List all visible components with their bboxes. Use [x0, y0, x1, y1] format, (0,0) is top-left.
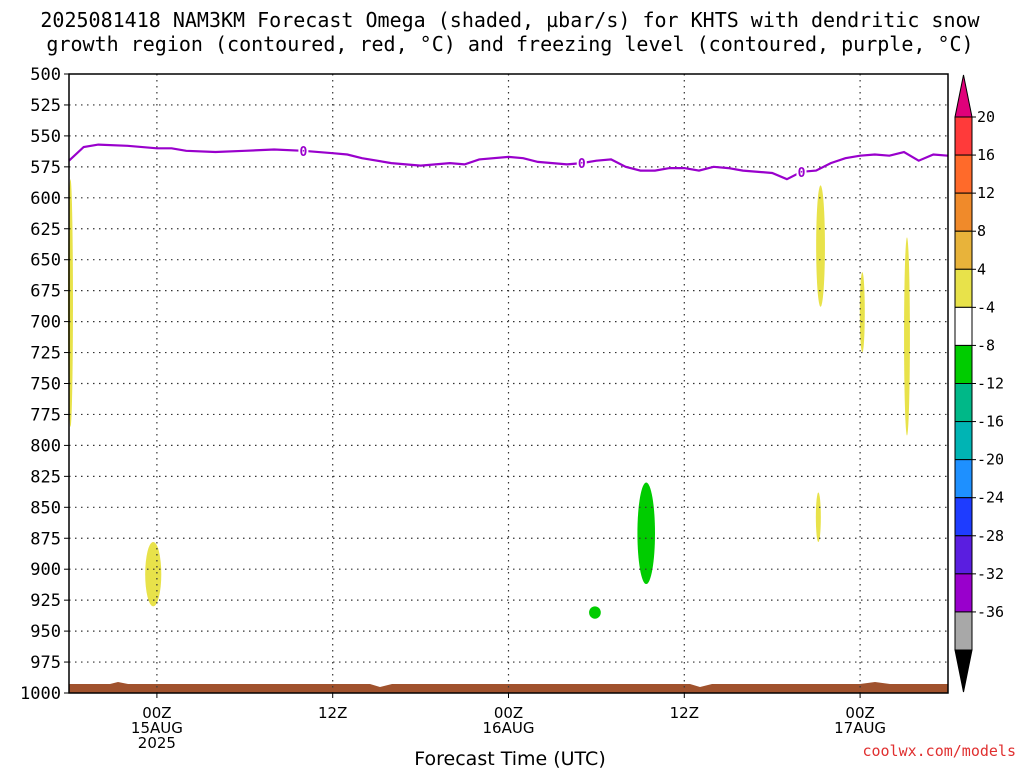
chart-title-line1: 2025081418 NAM3KM Forecast Omega (shaded…: [40, 8, 980, 32]
colorbar-label: 20: [977, 108, 995, 126]
colorbar-cell: [954, 497, 973, 537]
freezing-label-bg: [576, 156, 587, 170]
omega-region-7: [589, 606, 601, 619]
colorbar-cell: [954, 421, 973, 461]
chart-title-line2: growth region (contoured, red, °C) and f…: [46, 32, 973, 56]
x-tick-label: 15AUG: [131, 719, 183, 737]
colorbar-cell: [954, 268, 973, 308]
colorbar: 20 16 12 8 4 -4 -8 -12 -16 -20 -24 -28 -32 -36: [954, 74, 1004, 693]
x-tick-label: 00Z: [494, 704, 523, 722]
y-tick-label: 625: [30, 220, 61, 240]
x-tick-label: 2025: [138, 734, 176, 752]
x-tick-label: 16AUG: [483, 719, 535, 737]
colorbar-cell: [954, 192, 973, 232]
colorbar-cell: [954, 573, 973, 613]
colorbar-label: -8: [977, 336, 995, 354]
colorbar-label: -28: [977, 527, 1004, 545]
colorbar-bottom-arrow: [954, 649, 973, 693]
colorbar-label: -24: [977, 489, 1004, 507]
colorbar-cell: [954, 154, 973, 194]
plot-frame: [68, 73, 949, 694]
y-tick-label: 500: [30, 65, 61, 85]
omega-region-2: [816, 185, 825, 307]
freezing-label-bg: [298, 143, 309, 157]
freezing-level-label: 0: [798, 166, 806, 181]
y-tick-label: 550: [30, 127, 61, 147]
colorbar-cell: [954, 230, 973, 270]
omega-region-1: [145, 541, 162, 607]
omega-region-6: [637, 482, 656, 585]
y-tick-label: 600: [30, 189, 61, 209]
y-tick-label: 750: [30, 375, 61, 395]
colorbar-cell: [954, 459, 973, 499]
colorbar-top-arrow: [954, 74, 973, 118]
y-tick-label: 725: [30, 344, 61, 364]
freezing-level-label: 0: [578, 157, 586, 172]
x-axis-title: Forecast Time (UTC): [414, 748, 605, 768]
y-tick-label: 525: [30, 96, 61, 116]
colorbar-label: -4: [977, 298, 995, 316]
x-tick-label: 17AUG: [834, 719, 886, 737]
omega-region-3: [859, 272, 865, 353]
colorbar-cell: [954, 306, 973, 346]
x-tick-label: 12Z: [670, 704, 699, 722]
colorbar-cell: [954, 535, 973, 575]
plot-area: 500 525 550 575 600 625 650 675 700 725 750 775 800 8…: [20, 65, 949, 752]
freezing-level-line: [68, 143, 949, 181]
colorbar-label: 16: [977, 146, 995, 164]
y-tick-label: 900: [30, 560, 61, 580]
colorbar-label: 12: [977, 184, 995, 202]
y-tick-label: 650: [30, 251, 61, 271]
credit-link[interactable]: coolwx.com/models: [862, 742, 1016, 760]
y-tick-label: 975: [30, 653, 61, 673]
y-tick-label: 950: [30, 622, 61, 642]
y-tick-label: 775: [30, 405, 61, 425]
colorbar-cell: [954, 383, 973, 423]
colorbar-cell: [954, 116, 973, 156]
y-tick-label: 700: [30, 313, 61, 333]
freezing-level-label: 0: [299, 145, 307, 160]
omega-region-4: [904, 237, 910, 436]
colorbar-label: 4: [977, 260, 986, 278]
x-tick-label: 00Z: [845, 704, 874, 722]
y-tick-label: 1000: [20, 684, 61, 704]
y-tick-label: 925: [30, 591, 61, 611]
y-tick-label: 575: [30, 158, 61, 178]
colorbar-label: -20: [977, 451, 1004, 469]
y-tick-label: 875: [30, 529, 61, 549]
y-tick-label: 800: [30, 436, 61, 456]
colorbar-label: -16: [977, 413, 1004, 431]
colorbar-label: -32: [977, 565, 1004, 583]
y-tick-label: 825: [30, 467, 61, 487]
colorbar-cell: [954, 611, 973, 651]
y-tick-label: 850: [30, 498, 61, 518]
colorbar-label: 8: [977, 222, 986, 240]
y-tick-label: 675: [30, 282, 61, 302]
omega-region-5: [815, 492, 821, 542]
freezing-label-bg: [796, 164, 807, 178]
x-tick-label: 12Z: [318, 704, 347, 722]
colorbar-cell: [954, 344, 973, 384]
colorbar-label: -36: [977, 603, 1004, 621]
colorbar-label: -12: [977, 375, 1004, 393]
x-tick-label: 00Z: [142, 704, 171, 722]
